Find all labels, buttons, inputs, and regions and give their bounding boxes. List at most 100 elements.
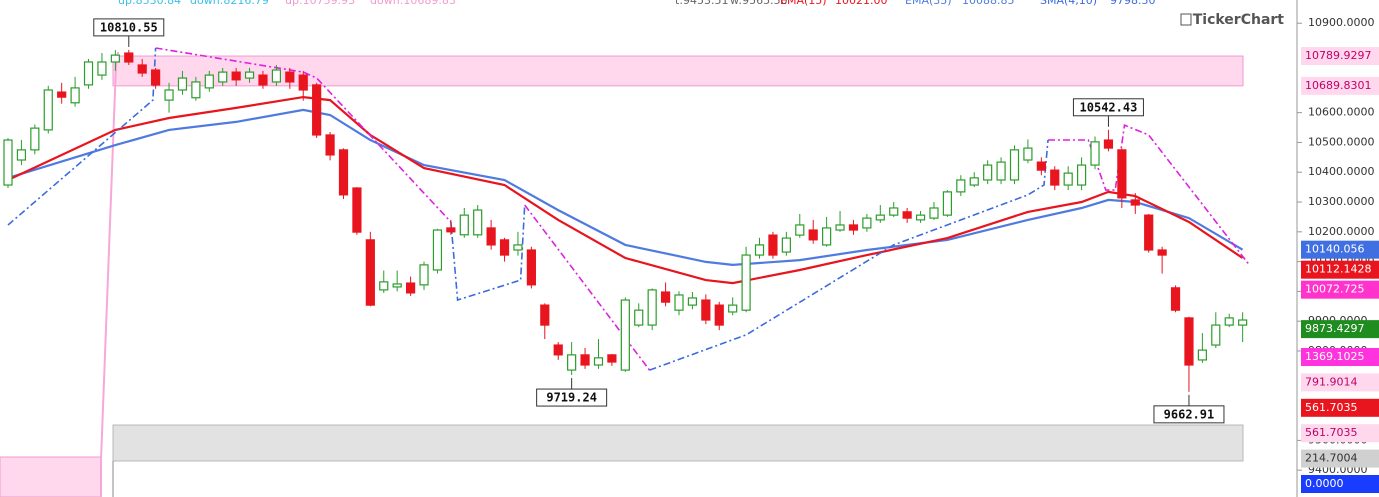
candle-body — [674, 294, 684, 311]
candle-body — [151, 69, 161, 86]
price-tag-label: 9873.4297 — [1305, 322, 1365, 335]
candle-body — [325, 134, 335, 156]
annotation-box — [93, 18, 165, 37]
candle-body — [1184, 317, 1194, 366]
annotation-label: 9662.91 — [1164, 407, 1215, 421]
price-tag — [1301, 320, 1379, 339]
candle-body — [137, 64, 147, 74]
candle-body — [526, 249, 536, 286]
candle-body — [43, 89, 53, 131]
indicator-line — [155, 47, 452, 223]
candle-body — [177, 77, 188, 91]
indicator-line — [7, 108, 1244, 267]
candle-body — [969, 177, 979, 186]
candle-body — [1130, 199, 1140, 206]
candle-body — [1009, 149, 1020, 181]
annotation-label: 10810.55 — [100, 20, 158, 34]
price-tag-label: 10789.9297 — [1305, 49, 1371, 62]
candle-body — [915, 214, 926, 221]
candle-body — [16, 149, 27, 161]
candle-body — [607, 354, 617, 363]
indicator-tag-label: 1369.1025 — [1305, 350, 1365, 363]
candle-body — [70, 87, 80, 104]
price-tag-label: 10112.1428 — [1305, 263, 1371, 276]
header-item: up:10759.93 — [285, 0, 355, 7]
candle-body — [1036, 161, 1046, 171]
candle-body — [741, 254, 751, 311]
candle-body — [406, 282, 416, 294]
candle-body — [164, 89, 174, 101]
indicator-tag-label: 561.7035 — [1305, 426, 1358, 439]
candle-body — [231, 71, 241, 81]
y-tick-label: 10200.0000 — [1308, 225, 1374, 238]
candle-body — [271, 69, 281, 83]
candle-body — [352, 187, 362, 233]
candle-body — [1170, 287, 1181, 311]
header-item: t:9453.51 — [675, 0, 729, 7]
candle-body — [432, 229, 443, 271]
candle-body — [647, 289, 657, 326]
candle-body — [30, 127, 40, 151]
panel-header — [112, 424, 1244, 462]
indicator-tag — [1301, 449, 1379, 468]
candle-body — [714, 304, 724, 326]
candle-body — [1211, 324, 1221, 346]
annotation-label: 10542.43 — [1080, 100, 1138, 114]
candle-body — [258, 74, 268, 86]
candle-body — [446, 227, 456, 233]
candle-body — [875, 214, 885, 221]
candle-body — [1197, 349, 1207, 361]
candle-body — [848, 224, 859, 231]
y-tick-label: 10600.0000 — [1308, 106, 1374, 119]
candle-body — [57, 91, 67, 98]
header-item: SMA(4,10) — [1040, 0, 1097, 7]
indicator-tag — [1301, 424, 1379, 443]
y-tick-label: 10300.0000 — [1308, 195, 1374, 208]
candle-body — [567, 354, 577, 371]
candle-body — [1063, 172, 1073, 186]
candle-body — [365, 239, 375, 306]
candle-body — [486, 227, 496, 246]
candle-body — [110, 54, 120, 63]
candle-body — [889, 207, 899, 216]
candle-body — [1090, 141, 1100, 166]
candle-body — [660, 291, 671, 303]
indicator-tag-label: 214.7004 — [1305, 452, 1358, 465]
candle-body — [634, 309, 644, 326]
candle-body — [338, 149, 349, 196]
candle-body — [701, 299, 711, 321]
indicator-line — [450, 204, 526, 302]
candle-body — [1238, 319, 1248, 326]
candle-body — [218, 71, 228, 83]
candle-body — [419, 264, 429, 286]
header-item: down:8216.79 — [190, 0, 269, 7]
price-tag — [1301, 47, 1379, 66]
candle-body — [768, 234, 778, 256]
price-tag-label: 10140.056 — [1305, 243, 1365, 256]
candle-body — [285, 71, 295, 83]
annotation-box — [1153, 405, 1225, 424]
indicator-tag-label: 0.0000 — [1305, 477, 1344, 490]
candle-body — [1144, 214, 1154, 251]
candle-body — [459, 214, 469, 236]
candle-body — [754, 244, 765, 256]
candle-body — [1050, 169, 1060, 186]
indicator-tag — [1301, 398, 1379, 417]
annotation-box — [536, 388, 608, 407]
indicator-tag — [1301, 475, 1379, 493]
candle-body — [942, 191, 953, 216]
candle-body — [191, 81, 201, 99]
candle-body — [795, 224, 805, 236]
indicator-line — [649, 139, 1049, 371]
price-tag-label: 10072.725 — [1305, 283, 1365, 296]
price-tag-label: 10689.8301 — [1305, 79, 1371, 92]
header-item: down:10689.83 — [370, 0, 456, 7]
candle-body — [540, 304, 550, 326]
candle-body — [83, 61, 94, 86]
header-item: w:9565.50 — [730, 0, 788, 7]
header-item: 9798.50 — [1110, 0, 1156, 7]
candle-body — [97, 61, 107, 76]
candle-body — [822, 227, 832, 246]
